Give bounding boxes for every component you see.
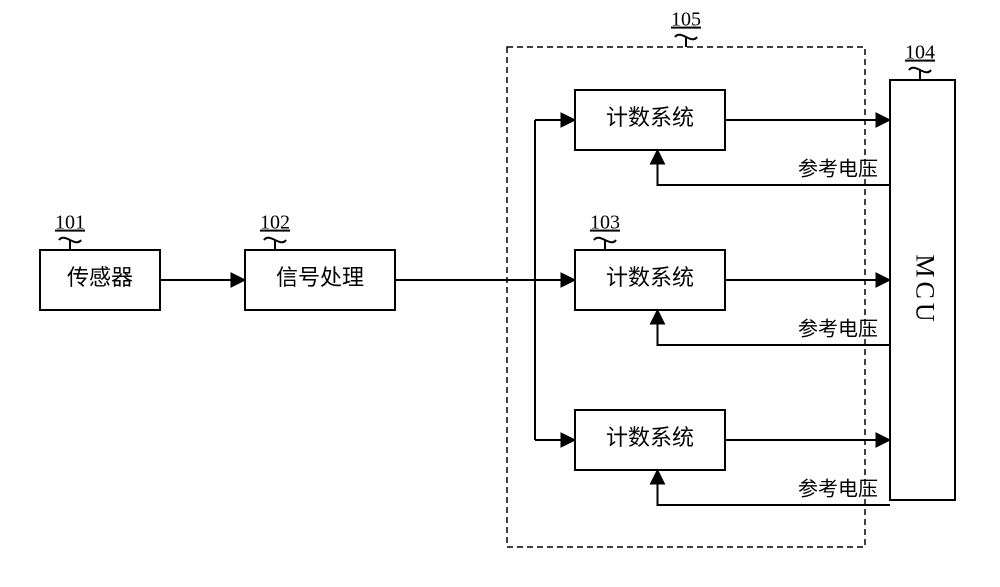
ref-id-group: 105 bbox=[671, 9, 701, 31]
ref-tag-group: 105 bbox=[671, 9, 701, 47]
node-sensor: 传感器 bbox=[40, 250, 160, 310]
ref-id-sensor: 101 bbox=[55, 212, 85, 234]
ref-label-counter3: 参考电压 bbox=[798, 478, 878, 501]
label-counter3: 计数系统 bbox=[606, 425, 694, 450]
node-sigproc: 信号处理 bbox=[245, 250, 395, 310]
node-counter2: 计数系统 bbox=[575, 250, 725, 310]
ref-label-counter1: 参考电压 bbox=[798, 158, 878, 181]
ref-tag-sensor: 101 bbox=[55, 212, 85, 250]
node-counter3: 计数系统 bbox=[575, 410, 725, 470]
node-counter1: 计数系统 bbox=[575, 90, 725, 150]
label-counter2: 计数系统 bbox=[606, 265, 694, 290]
ref-tag-sigproc: 102 bbox=[260, 212, 290, 250]
ref-tag-counter2: 103 bbox=[590, 212, 620, 250]
label-mcu: MCU bbox=[911, 254, 940, 325]
label-sensor: 传感器 bbox=[67, 265, 133, 290]
ref-label-counter2: 参考电压 bbox=[798, 318, 878, 341]
ref-id-sigproc: 102 bbox=[260, 212, 290, 234]
ref-tag-mcu: 104 bbox=[905, 42, 935, 80]
label-sigproc: 信号处理 bbox=[276, 265, 364, 290]
ref-id-counter2: 103 bbox=[590, 212, 620, 234]
label-counter1: 计数系统 bbox=[606, 105, 694, 130]
node-mcu: MCU bbox=[890, 80, 955, 500]
ref-id-mcu: 104 bbox=[905, 42, 935, 64]
block-diagram: 105传感器101信号处理102计数系统计数系统103计数系统MCU104参考电… bbox=[0, 0, 1000, 587]
